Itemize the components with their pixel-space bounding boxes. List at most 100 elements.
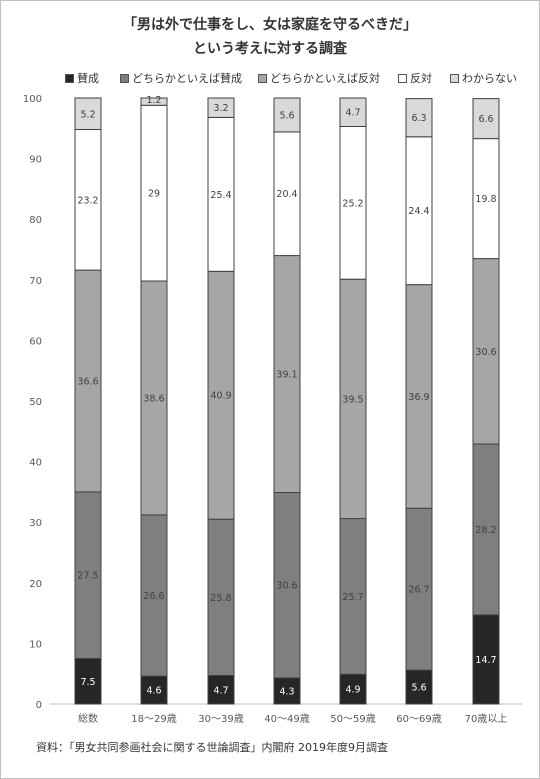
- bar-segment: [140, 514, 168, 677]
- bar-segment: [472, 443, 500, 616]
- legend-item: わからない: [450, 70, 517, 85]
- bar-segment: [273, 97, 301, 133]
- legend-item: どちらかといえば反対: [258, 70, 380, 85]
- bar-segment: [207, 116, 235, 272]
- x-tick-label: 総数: [78, 712, 98, 725]
- bar-segment: [472, 98, 500, 140]
- data-label: 25.7: [342, 592, 363, 603]
- bar-segment: [405, 136, 433, 286]
- data-label: 36.6: [77, 377, 98, 388]
- data-label: 26.6: [143, 591, 164, 602]
- x-tick-label: 70歳以上: [465, 713, 508, 725]
- data-label: 5.6: [279, 110, 294, 121]
- legend-label: どちらかといえば反対: [270, 72, 380, 85]
- legend-label: 賛成: [77, 72, 99, 85]
- y-tick-label: 0: [36, 700, 42, 711]
- legend-swatch: [65, 74, 74, 83]
- data-label: 1.2: [146, 95, 161, 106]
- y-tick-label: 30: [29, 518, 42, 529]
- y-tick-label: 80: [29, 215, 42, 226]
- bar-segment: [472, 258, 500, 445]
- data-label: 27.5: [77, 571, 98, 582]
- data-label: 40.9: [210, 391, 231, 402]
- bar-segment: [339, 125, 367, 280]
- data-label: 29: [148, 189, 160, 200]
- legend-item: 賛成: [65, 70, 99, 85]
- data-label: 25.8: [210, 593, 231, 604]
- bar-segment: [405, 669, 433, 705]
- y-tick-label: 40: [29, 458, 42, 469]
- bar-segment: [140, 97, 168, 106]
- bar-segment: [339, 97, 367, 127]
- x-tick-label: 30～39歳: [198, 713, 243, 725]
- data-label: 30.6: [475, 347, 496, 358]
- y-tick-label: 20: [29, 579, 42, 590]
- data-label: 6.3: [411, 113, 426, 124]
- chart-title-line1: 「男は外で仕事をし、女は家庭を守るべきだ」: [123, 17, 417, 33]
- data-label: 36.9: [408, 392, 429, 403]
- x-tick-label: 60～69歳: [396, 713, 441, 725]
- chart-title-line2: という考えに対する調査: [193, 41, 347, 57]
- bar-segment: [339, 278, 367, 520]
- data-label: 5.2: [80, 109, 95, 120]
- legend-label: どちらかといえば賛成: [132, 72, 242, 85]
- data-label: 39.1: [276, 370, 297, 381]
- legend-item: 反対: [398, 70, 432, 85]
- bar-segment: [405, 98, 433, 138]
- data-label: 5.6: [411, 683, 426, 694]
- data-label: 24.4: [408, 206, 429, 217]
- bar-segment: [472, 614, 500, 705]
- data-label: 25.4: [210, 190, 231, 201]
- legend-label: 反対: [410, 72, 432, 85]
- x-tick-label: 18～29歳: [131, 713, 176, 725]
- chart-area: 0 10 20 30 40 50 60 70 80 90 100 7.5 27.5 36.6 23.2 5.2…: [23, 94, 522, 725]
- bar-segment: [472, 138, 500, 260]
- data-label: 4.3: [279, 686, 294, 697]
- bar-segment: [140, 675, 168, 705]
- bar-segment: [74, 658, 102, 705]
- data-label: 39.5: [342, 394, 363, 405]
- source-note: 資料：「男女共同参画社会に関する世論調査」内閣府 2019年度9月調査: [36, 741, 388, 754]
- bar-segment: [74, 129, 102, 271]
- data-label: 25.2: [342, 198, 363, 209]
- bar-segment: [140, 104, 168, 282]
- data-label: 6.6: [478, 114, 493, 125]
- bar-segment: [207, 270, 235, 520]
- bar-segment: [339, 518, 367, 675]
- data-label: 23.2: [77, 195, 98, 206]
- x-tick-label: 40～49歳: [264, 713, 309, 725]
- data-label: 26.7: [408, 585, 429, 596]
- data-label: 4.9: [345, 685, 360, 696]
- data-label: 28.2: [475, 525, 496, 536]
- bar-segment: [273, 255, 301, 494]
- data-label: 7.5: [80, 677, 95, 688]
- y-tick-label: 60: [29, 336, 42, 347]
- data-label: 20.4: [276, 189, 297, 200]
- data-label: 19.8: [475, 194, 496, 205]
- data-label: 38.6: [143, 393, 164, 404]
- data-label: 4.6: [146, 686, 161, 697]
- legend-swatch: [120, 74, 129, 83]
- y-tick-label: 100: [23, 94, 42, 105]
- x-tick-label: 50～59歳: [330, 713, 375, 725]
- data-label: 4.7: [345, 108, 360, 119]
- y-tick-label: 10: [29, 639, 42, 650]
- data-label: 14.7: [475, 655, 496, 666]
- legend-label: わからない: [462, 72, 517, 85]
- bar-segment: [140, 280, 168, 516]
- y-tick-label: 50: [29, 397, 42, 408]
- data-label: 4.7: [213, 685, 228, 696]
- legend-swatch: [398, 74, 407, 83]
- data-label: 3.2: [213, 103, 228, 114]
- bar-segment: [273, 492, 301, 679]
- legend-item: どちらかといえば賛成: [120, 70, 242, 85]
- bar-segment: [207, 518, 235, 677]
- y-tick-label: 90: [29, 155, 42, 166]
- bar-segment: [273, 677, 301, 705]
- data-label: 30.6: [276, 581, 297, 592]
- y-tick-label: 70: [29, 276, 42, 287]
- legend-swatch: [258, 74, 267, 83]
- bar-segment: [207, 97, 235, 118]
- bar-segment: [74, 97, 102, 131]
- legend-swatch: [450, 74, 459, 83]
